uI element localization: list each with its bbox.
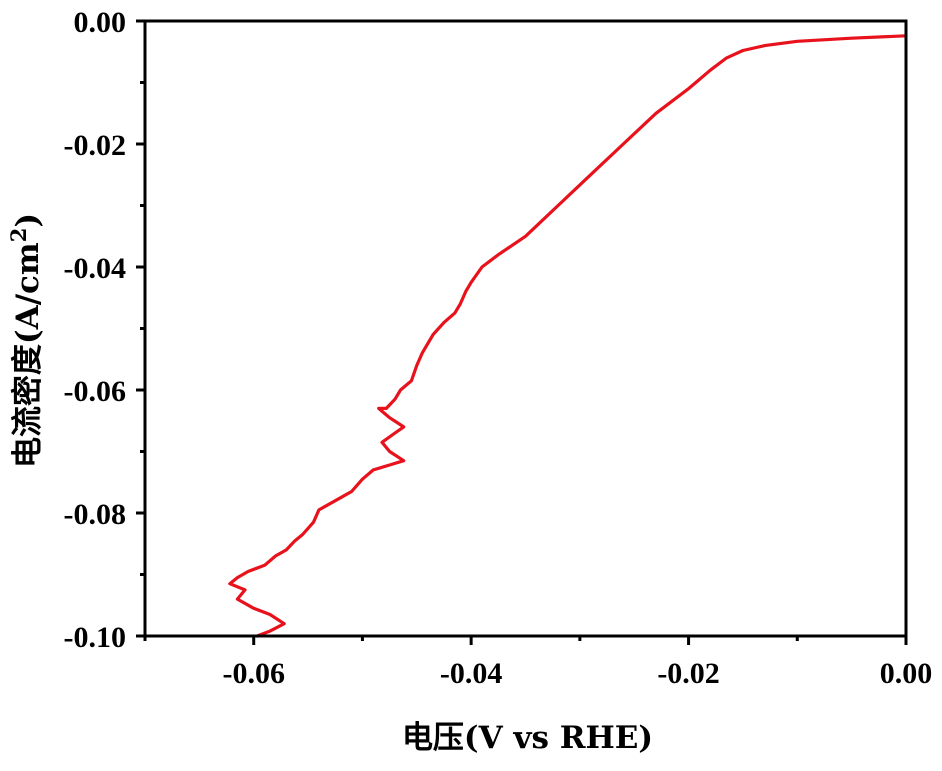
axis-ticks	[136, 19, 908, 645]
y-tick-label: -0.02	[64, 129, 127, 162]
series-line	[228, 34, 908, 638]
y-axis-title-main: 电流密度(A/cm	[10, 242, 46, 468]
y-axis-title-close: )	[10, 213, 46, 228]
y-tick-label: -0.10	[64, 621, 127, 654]
x-tick-label: 0.00	[880, 657, 933, 690]
y-axis-title-superscript: 2	[6, 228, 31, 243]
y-tick-labels: 0.00 -0.02 -0.04 -0.06 -0.08 -0.10	[64, 6, 127, 654]
y-axis-title: 电流密度(A/cm2)	[6, 213, 46, 468]
y-tick-label: 0.00	[74, 6, 127, 39]
x-tick-label: -0.06	[222, 657, 285, 690]
plot-frame	[143, 19, 908, 638]
y-tick-label: -0.04	[64, 252, 127, 285]
x-tick-label: -0.04	[440, 657, 503, 690]
plot-area	[228, 34, 908, 638]
x-tick-labels: -0.06 -0.04 -0.02 0.00	[222, 657, 932, 690]
y-tick-label: -0.06	[64, 375, 127, 408]
x-axis-title: 电压(V vs RHE)	[402, 720, 653, 756]
x-tick-label: -0.02	[657, 657, 720, 690]
y-tick-label: -0.08	[64, 498, 127, 531]
